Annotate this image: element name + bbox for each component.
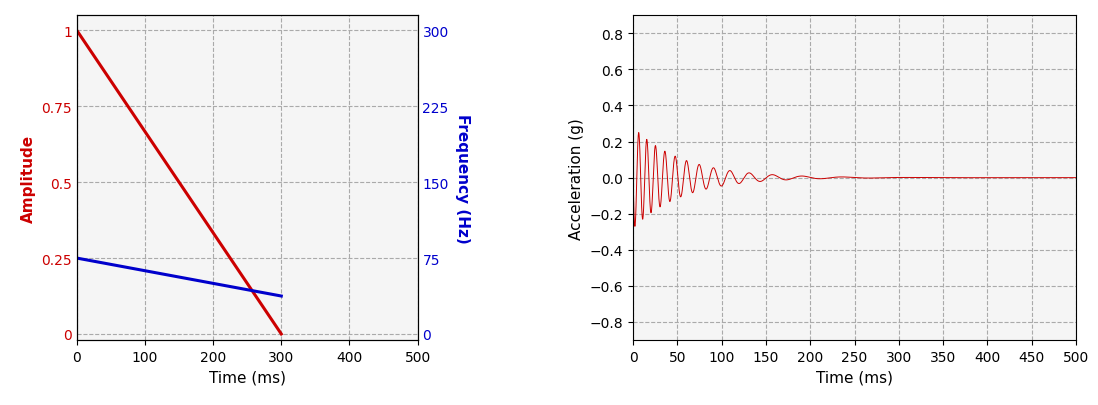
X-axis label: Time (ms): Time (ms) bbox=[209, 369, 285, 384]
X-axis label: Time (ms): Time (ms) bbox=[816, 369, 893, 384]
Y-axis label: Amplitude: Amplitude bbox=[21, 134, 36, 222]
Y-axis label: Acceleration (g): Acceleration (g) bbox=[569, 117, 584, 239]
Y-axis label: Frequency (Hz): Frequency (Hz) bbox=[455, 113, 470, 243]
